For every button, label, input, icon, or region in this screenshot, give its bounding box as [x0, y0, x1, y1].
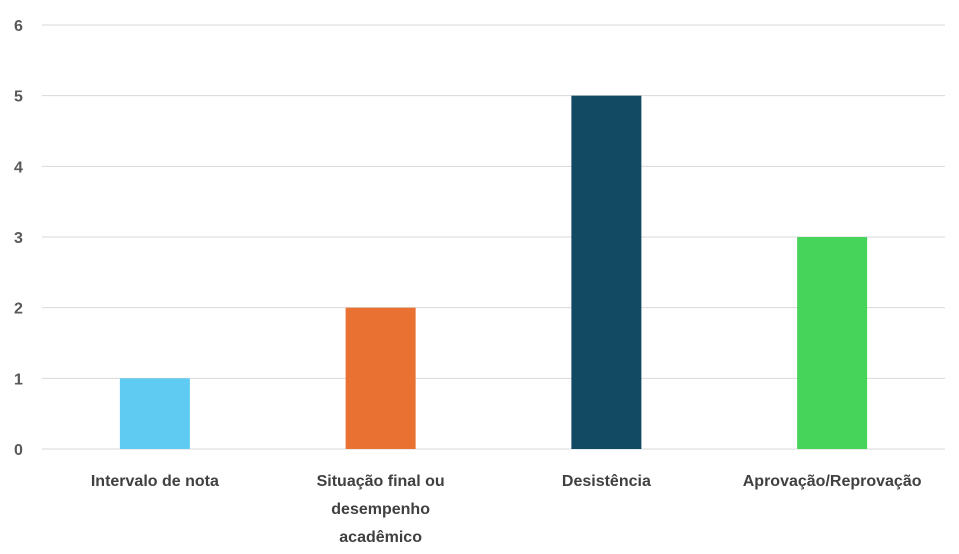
- y-tick-label: 2: [14, 301, 23, 318]
- bar: [797, 237, 868, 449]
- x-axis-labels: Intervalo de nota Situação final ou desemp…: [91, 473, 922, 546]
- bar: [571, 95, 642, 450]
- bars: [119, 95, 868, 450]
- x-category-label: Aprovação/Reprovação: [743, 473, 922, 490]
- gridlines: [42, 24, 945, 450]
- x-category-label: Situação final ou: [317, 473, 445, 490]
- y-axis-ticks: 0 1 2 3 4 5 6: [14, 18, 23, 459]
- y-tick-label: 1: [14, 371, 23, 388]
- y-tick-label: 0: [14, 442, 23, 459]
- y-tick-label: 6: [14, 18, 23, 35]
- y-tick-label: 5: [14, 89, 23, 106]
- bar: [345, 307, 416, 449]
- y-tick-label: 4: [14, 159, 23, 176]
- y-tick-label: 3: [14, 230, 23, 247]
- x-category-label: acadêmico: [339, 529, 422, 546]
- x-category-label: Intervalo de nota: [91, 473, 219, 490]
- x-category-label: desempenho: [331, 501, 430, 518]
- x-category-label: Desistência: [562, 473, 651, 490]
- bar: [119, 378, 190, 449]
